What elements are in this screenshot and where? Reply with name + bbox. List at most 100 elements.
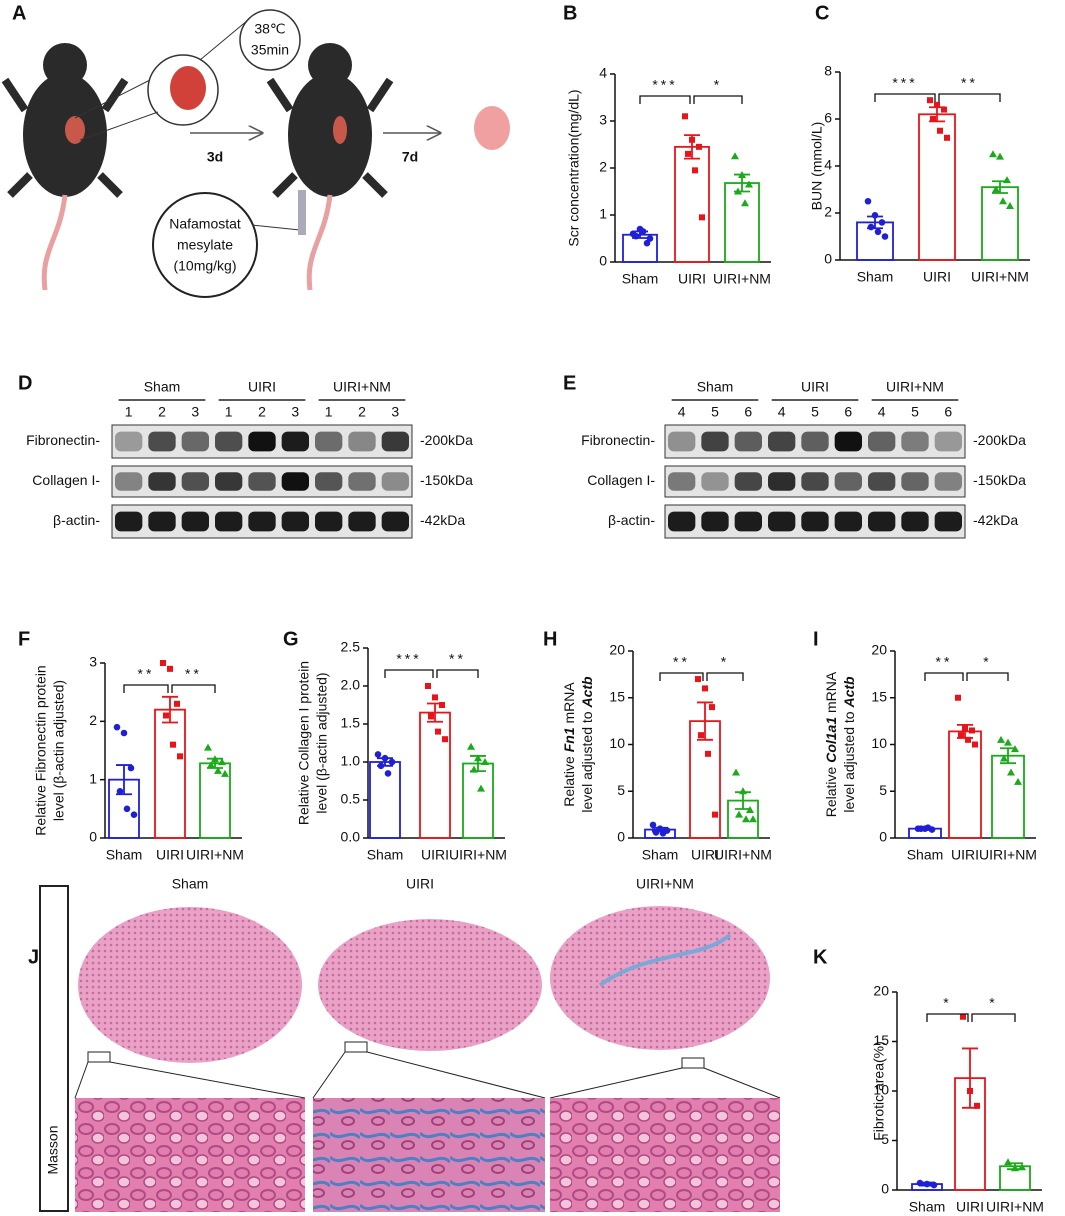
band	[348, 431, 376, 452]
y-axis-label: Relative Fibronectin protein	[33, 665, 49, 835]
data-point	[381, 754, 389, 762]
data-point	[167, 665, 173, 672]
data-point	[749, 815, 757, 823]
panel-label: D	[18, 372, 32, 394]
data-point	[965, 736, 971, 743]
significance-bracket	[924, 672, 964, 681]
x-tick-label: UIRI+NM	[713, 271, 771, 287]
y-tick-label: 2.0	[341, 677, 361, 693]
y-tick-label: 0	[824, 251, 832, 267]
histology	[74, 906, 781, 1212]
x-tick-label: Sham	[106, 847, 143, 863]
band	[148, 431, 176, 452]
data-point	[474, 754, 482, 762]
data-point	[867, 223, 875, 231]
label-part: Actb	[841, 676, 857, 709]
data-point	[163, 712, 169, 719]
band	[281, 431, 309, 452]
data-point	[207, 761, 215, 769]
data-point	[160, 660, 166, 666]
band	[115, 431, 143, 452]
significance-label: *	[983, 654, 991, 670]
data-point	[649, 821, 657, 829]
x-tick-label: UIRI	[951, 847, 979, 863]
significance-bracket	[436, 669, 479, 678]
histology-group: Sham	[172, 876, 209, 892]
data-point	[116, 788, 124, 795]
y-axis-label: BUN (mmol/L)	[809, 122, 825, 211]
data-point	[659, 830, 667, 837]
data-point	[735, 810, 743, 818]
significance-label: *	[989, 995, 997, 1011]
data-point	[967, 1088, 973, 1094]
data-point	[930, 116, 936, 122]
band	[115, 511, 143, 532]
data-point	[384, 770, 392, 777]
y-tick-label: 0.0	[341, 829, 361, 845]
data-point	[1007, 768, 1015, 776]
data-point	[999, 197, 1007, 205]
data-point	[927, 97, 933, 104]
y-tick-label: 5	[879, 782, 887, 798]
data-point	[1011, 1164, 1019, 1172]
data-point	[425, 683, 431, 689]
blot-size: -42kDa	[973, 512, 1018, 528]
stain-label: Masson	[45, 1125, 61, 1174]
band	[834, 431, 862, 452]
band	[801, 472, 829, 491]
label-part: level adjusted to	[841, 708, 857, 813]
x-tick-label: UIRI	[923, 269, 951, 285]
significance-label: ***	[652, 77, 677, 93]
significance-bracket	[123, 684, 169, 693]
y-tick-label: 0.5	[341, 791, 361, 807]
label-part: Col1a1	[823, 717, 839, 763]
data-point	[923, 1180, 931, 1188]
data-point	[734, 187, 742, 195]
y-tick-label: 2	[599, 159, 607, 175]
lane-label: 3	[191, 404, 199, 420]
label-part: Actb	[579, 676, 595, 709]
x-tick-label: Sham	[622, 271, 659, 287]
lane-label: 1	[225, 404, 233, 420]
panel-label: G	[283, 628, 299, 650]
histology-group: UIRI	[406, 876, 434, 892]
x-tick-label: UIRI+NM	[986, 1199, 1044, 1215]
data-point	[221, 769, 229, 777]
data-point	[127, 764, 135, 772]
significance-bracket	[659, 672, 704, 681]
y-tick-label: 4	[599, 65, 607, 81]
data-point	[992, 185, 1000, 193]
band	[248, 511, 276, 532]
band	[901, 511, 929, 532]
data-point	[699, 214, 705, 221]
band	[668, 511, 696, 532]
band	[248, 431, 276, 452]
significance-bracket	[966, 672, 1009, 681]
x-tick-label: UIRI	[691, 847, 719, 863]
lane-label: 2	[258, 404, 266, 420]
lane-label: 1	[125, 404, 133, 420]
duration: 35min	[251, 42, 289, 58]
y-tick-label: 1.5	[341, 715, 361, 731]
panel-label: J	[28, 946, 39, 968]
data-point	[432, 694, 438, 701]
data-point	[944, 134, 950, 141]
panel-label: B	[563, 2, 577, 24]
band	[901, 472, 929, 491]
data-point	[692, 167, 698, 174]
x-tick-label: UIRI+NM	[186, 847, 244, 863]
band	[868, 511, 896, 532]
significance-bracket	[926, 1013, 969, 1022]
significance-label: ***	[396, 651, 421, 667]
y-tick-label: 2	[824, 204, 832, 220]
significance-bracket	[171, 684, 216, 693]
significance-label: *	[943, 995, 951, 1011]
schematic	[1, 9, 510, 298]
error-bar	[697, 701, 713, 741]
lane-label: 4	[678, 404, 686, 420]
y-tick-label: 1	[89, 770, 97, 786]
lane-label: 2	[158, 404, 166, 420]
significance-label: **	[138, 666, 155, 682]
data-point	[739, 787, 747, 795]
